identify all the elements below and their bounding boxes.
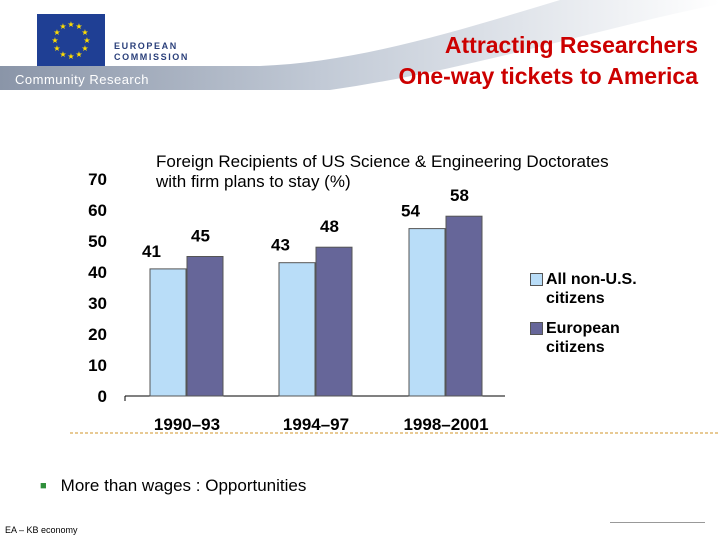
bullet-text: More than wages : Opportunities bbox=[60, 476, 307, 495]
bar-all-non-us bbox=[408, 228, 446, 397]
footer-divider bbox=[610, 522, 705, 523]
svg-text:★: ★ bbox=[81, 28, 88, 37]
title-line1: Attracting Researchers bbox=[444, 32, 698, 58]
y-tick-label: 60 bbox=[88, 201, 107, 220]
chart-title-line2: with firm plans to stay (%) bbox=[156, 172, 351, 191]
bullet-point: ■ More than wages : Opportunities bbox=[40, 476, 306, 496]
org-line1: EUROPEAN bbox=[114, 41, 178, 51]
data-label: 43 bbox=[271, 236, 290, 255]
chart-legend: All non-U.S. citizens European citizens bbox=[526, 270, 637, 368]
data-label: 54 bbox=[401, 202, 420, 221]
svg-text:★: ★ bbox=[67, 52, 74, 61]
svg-text:★: ★ bbox=[75, 22, 82, 31]
svg-text:★: ★ bbox=[53, 44, 60, 53]
bar-european bbox=[186, 256, 224, 397]
org-line2: COMMISSION bbox=[114, 52, 190, 62]
svg-text:★: ★ bbox=[59, 22, 66, 31]
bar-european bbox=[445, 215, 483, 397]
bar-all-non-us bbox=[149, 268, 187, 397]
org-name: EUROPEAN COMMISSION bbox=[114, 41, 189, 63]
header-band bbox=[0, 0, 720, 100]
y-tick-label: 10 bbox=[88, 356, 107, 375]
y-tick-label: 30 bbox=[88, 294, 107, 313]
bar-all-non-us bbox=[278, 262, 316, 397]
x-tick-label: 1998–2001 bbox=[403, 415, 488, 434]
header-swoosh bbox=[0, 0, 720, 90]
eu-stars-icon: ★ ★ ★ ★ ★ ★ ★ ★ ★ ★ ★ ★ bbox=[51, 20, 90, 61]
legend-swatch-all-non-us bbox=[530, 273, 543, 286]
legend-label-line1: European bbox=[546, 320, 620, 337]
y-tick-label: 0 bbox=[98, 387, 107, 406]
svg-text:★: ★ bbox=[53, 28, 60, 37]
svg-text:★: ★ bbox=[81, 44, 88, 53]
chart-title: Foreign Recipients of US Science & Engin… bbox=[156, 152, 609, 192]
legend-label-line2: citizens bbox=[546, 290, 605, 307]
x-tick-label: 1990–93 bbox=[154, 415, 220, 434]
legend-item-european: European citizens bbox=[526, 319, 637, 357]
y-tick-label: 50 bbox=[88, 232, 107, 251]
bar-european bbox=[315, 246, 353, 397]
svg-text:★: ★ bbox=[83, 36, 90, 45]
y-tick-label: 70 bbox=[88, 170, 107, 189]
svg-text:★: ★ bbox=[59, 50, 66, 59]
svg-text:★: ★ bbox=[67, 20, 74, 29]
title-line2: One-way tickets to America bbox=[398, 63, 698, 89]
chart-title-line1: Foreign Recipients of US Science & Engin… bbox=[156, 152, 609, 171]
svg-text:★: ★ bbox=[51, 36, 58, 45]
square-bullet-icon: ■ bbox=[40, 480, 47, 492]
x-tick-label: 1994–97 bbox=[283, 415, 349, 434]
community-research-label: Community Research bbox=[15, 72, 149, 87]
data-label: 48 bbox=[320, 217, 339, 236]
data-label: 45 bbox=[191, 227, 210, 246]
page-title: Attracting Researchers One-way tickets t… bbox=[398, 30, 698, 92]
data-label: 41 bbox=[142, 242, 161, 261]
y-tick-label: 40 bbox=[88, 263, 107, 282]
legend-swatch-european bbox=[530, 322, 543, 335]
eu-flag-logo: ★ ★ ★ ★ ★ ★ ★ ★ ★ ★ ★ ★ bbox=[37, 14, 105, 66]
data-label: 58 bbox=[450, 186, 469, 205]
footer-text: EA – KB economy bbox=[5, 525, 78, 535]
y-tick-label: 20 bbox=[88, 325, 107, 344]
svg-text:★: ★ bbox=[75, 50, 82, 59]
legend-item-all-non-us: All non-U.S. citizens bbox=[526, 270, 637, 308]
legend-label-line1: All non-U.S. bbox=[546, 271, 637, 288]
legend-label-line2: citizens bbox=[546, 339, 605, 356]
